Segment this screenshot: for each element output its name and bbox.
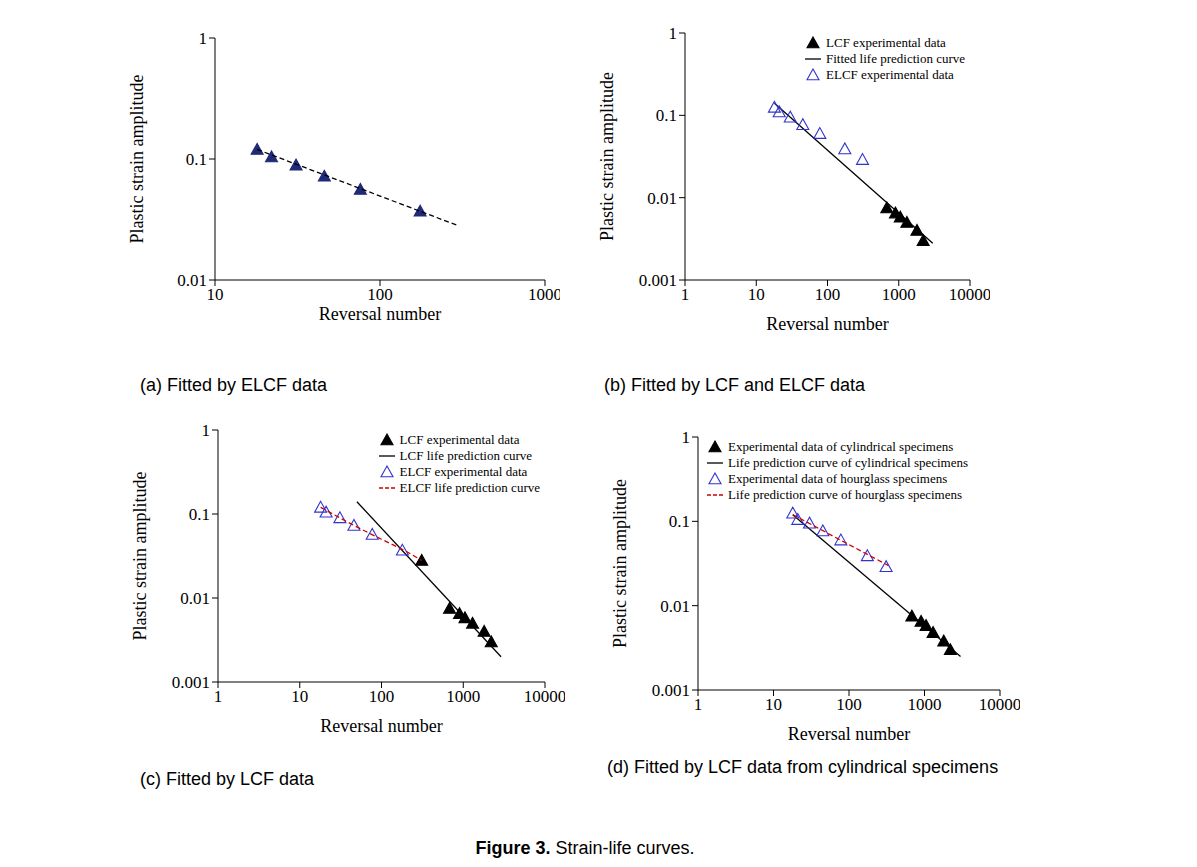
svg-text:1: 1	[199, 29, 208, 48]
svg-text:Reversal number: Reversal number	[766, 314, 888, 330]
svg-text:10: 10	[291, 687, 308, 706]
svg-text:10: 10	[765, 695, 782, 714]
html-text:Life prediction curve of cylin: Life prediction curve of cylindrical spe…	[728, 455, 968, 470]
svg-text:0.001: 0.001	[172, 673, 210, 692]
svg-text:10000: 10000	[979, 695, 1020, 714]
svg-text:100: 100	[367, 285, 393, 304]
html-text:(d) Fitted by LCF data from cy: (d) Fitted by LCF data from cylindrical …	[607, 757, 999, 777]
svg-text:100: 100	[836, 695, 862, 714]
html-text:ELCF experimental data: ELCF experimental data	[399, 464, 528, 479]
svg-text:Reversal number: Reversal number	[319, 304, 441, 324]
svg-text:0.01: 0.01	[660, 597, 690, 616]
svg-text:Reversal number: Reversal number	[320, 716, 442, 732]
svg-text:Plastic strain amplitude: Plastic strain amplitude	[130, 472, 150, 641]
svg-text:0.001: 0.001	[652, 681, 690, 700]
html-text:(a) Fitted by ELCF data: (a) Fitted by ELCF data	[140, 375, 328, 395]
svg-text:1: 1	[682, 428, 691, 447]
svg-text:Plastic strain amplitude: Plastic strain amplitude	[597, 72, 617, 241]
svg-text:0.1: 0.1	[186, 150, 207, 169]
html-text:Experimental data of hourglass: Experimental data of hourglass specimens	[728, 471, 948, 486]
svg-text:0.01: 0.01	[177, 271, 207, 290]
svg-text:0.01: 0.01	[647, 189, 677, 208]
svg-text:1: 1	[681, 285, 690, 304]
svg-text:1: 1	[669, 24, 678, 43]
html-text:(b) Fitted by LCF and ELCF dat: (b) Fitted by LCF and ELCF data	[604, 375, 866, 395]
svg-text:0.1: 0.1	[669, 512, 690, 531]
svg-text:Plastic strain amplitude: Plastic strain amplitude	[610, 479, 630, 648]
svg-text:Plastic strain amplitude: Plastic strain amplitude	[127, 75, 147, 244]
html-text:Fitted life prediction curve: Fitted life prediction curve	[826, 51, 965, 66]
svg-text:0.01: 0.01	[180, 589, 210, 608]
html-text:LCF experimental data: LCF experimental data	[399, 432, 520, 447]
html-text:Experimental data of cylindric: Experimental data of cylindrical specime…	[728, 439, 954, 454]
html-text:LCF experimental data: LCF experimental data	[826, 35, 946, 50]
html-text:LCF life prediction curve: LCF life prediction curve	[399, 448, 533, 463]
svg-text:10: 10	[748, 285, 765, 304]
html-text:ELCF experimental data: ELCF experimental data	[826, 67, 954, 82]
html-text:Figure 3. Strain-life curves.: Figure 3. Strain-life curves.	[475, 838, 695, 858]
html-text:ELCF life prediction curve: ELCF life prediction curve	[399, 480, 540, 495]
svg-text:1: 1	[214, 687, 223, 706]
svg-text:1000: 1000	[882, 285, 916, 304]
svg-text:Reversal number: Reversal number	[788, 724, 910, 740]
svg-text:0.1: 0.1	[656, 106, 677, 125]
svg-text:0.1: 0.1	[189, 505, 210, 524]
svg-text:1000: 1000	[528, 285, 560, 304]
svg-text:1: 1	[694, 695, 703, 714]
svg-text:10: 10	[207, 285, 224, 304]
svg-text:1: 1	[202, 421, 211, 440]
svg-text:1000: 1000	[908, 695, 942, 714]
svg-text:10000: 10000	[524, 687, 565, 706]
svg-text:1000: 1000	[446, 687, 480, 706]
html-text:Life prediction curve of hourg: Life prediction curve of hourglass speci…	[728, 487, 963, 502]
svg-text:100: 100	[369, 687, 395, 706]
svg-text:10000: 10000	[949, 285, 990, 304]
svg-text:0.001: 0.001	[639, 271, 677, 290]
svg-text:100: 100	[815, 285, 841, 304]
html-text:(c) Fitted by LCF data: (c) Fitted by LCF data	[140, 769, 315, 789]
